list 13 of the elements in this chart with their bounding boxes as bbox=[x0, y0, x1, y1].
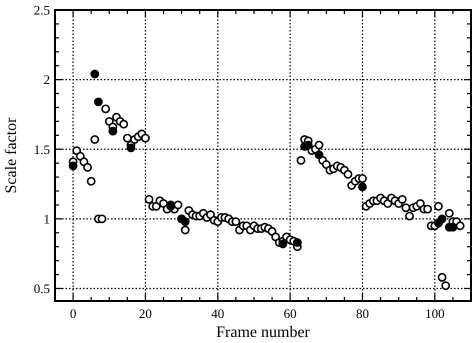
x-tick-label: 20 bbox=[138, 306, 152, 321]
x-axis-title: Frame number bbox=[216, 324, 311, 341]
y-tick-label: 1 bbox=[44, 211, 50, 226]
y-axis-title: Scale factor bbox=[3, 116, 20, 194]
y-tick-label: 2 bbox=[44, 72, 50, 88]
x-tick-label: 80 bbox=[356, 306, 369, 321]
y-tick-label: 2.5 bbox=[34, 2, 50, 18]
x-tick-label: 100 bbox=[425, 306, 445, 321]
x-tick-label: 40 bbox=[211, 306, 224, 321]
x-tick-label: 0 bbox=[70, 306, 76, 321]
x-tick-label: 60 bbox=[284, 306, 297, 321]
y-tick-label: 0.5 bbox=[34, 281, 50, 296]
y-tick-label: 1.5 bbox=[34, 142, 50, 157]
